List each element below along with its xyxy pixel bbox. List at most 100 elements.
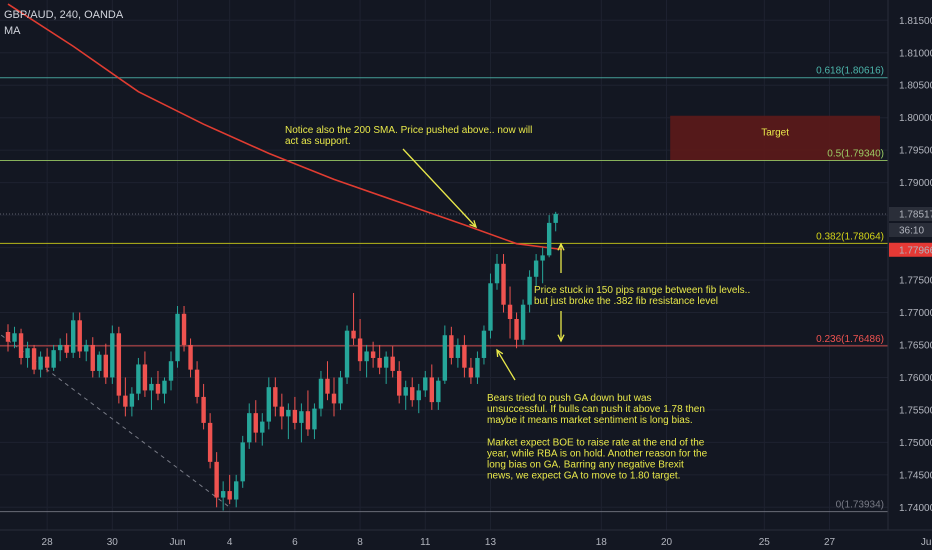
candle-body (429, 377, 434, 403)
candle (410, 377, 415, 407)
arrow-up-to-382 (557, 242, 565, 273)
candle-body (64, 344, 69, 353)
candle (370, 341, 376, 368)
candle (260, 413, 265, 446)
candle-body (416, 390, 421, 401)
candle (71, 312, 76, 358)
candle (51, 344, 56, 371)
candle (129, 387, 135, 417)
candle (253, 400, 258, 443)
y-axis-tick-label: 1.80500 (899, 81, 932, 92)
candle-body (357, 338, 363, 362)
x-axis-tick-label: 11 (420, 537, 431, 548)
candle (162, 377, 167, 404)
x-axis-tick-label: 18 (596, 537, 608, 548)
x-axis-tick-label: 13 (485, 537, 497, 548)
candle (194, 361, 200, 404)
indicator-ma-label[interactable]: MA (4, 25, 21, 37)
fib-level-label: 0(1.73934) (836, 500, 884, 511)
candle (338, 370, 343, 410)
candle (77, 312, 82, 358)
candle-body (481, 330, 487, 358)
y-axis-tick-label: 1.75000 (899, 438, 932, 449)
candle (110, 325, 115, 384)
candle (488, 273, 493, 339)
candle (397, 361, 402, 404)
fib-level-label: 0.5(1.79340) (827, 149, 884, 160)
candle (25, 341, 30, 368)
current-price-tag: 1.77966 (889, 242, 932, 257)
candle-body (227, 491, 232, 500)
candle (31, 344, 37, 375)
candle (403, 380, 408, 410)
candle (188, 338, 193, 378)
candle-body (370, 351, 376, 358)
candle (468, 357, 474, 384)
candle (481, 325, 487, 365)
candle-body (175, 313, 180, 362)
candle-body (436, 380, 441, 403)
arrow-head (557, 242, 565, 251)
candle-body (31, 348, 37, 370)
candle-body (533, 260, 539, 277)
candle-body (455, 344, 461, 358)
arrow-shaft (402, 148, 477, 228)
price-tag-bg (889, 222, 932, 237)
candle (292, 396, 298, 430)
arrow-head (496, 348, 504, 358)
candle-body (71, 320, 76, 353)
candle-body (18, 333, 24, 358)
candle (429, 364, 434, 410)
candle-body (507, 304, 513, 319)
candle (442, 325, 448, 384)
bears-note-line: unsuccessful. If bulls can push it above… (487, 404, 705, 415)
candle-body (520, 304, 526, 340)
candle-body (344, 330, 350, 378)
candle (462, 335, 467, 378)
x-axis-tick-label: Jul (921, 537, 932, 548)
candle-body (338, 377, 343, 404)
candle-body (273, 387, 278, 407)
candle-body (188, 344, 193, 370)
candle (501, 254, 506, 313)
candle-body (103, 354, 108, 378)
x-axis-tick-label: Jun (169, 537, 185, 548)
candle (514, 312, 519, 349)
annotations: Notice also the 200 SMA. Price pushed ab… (285, 125, 750, 482)
candle (18, 328, 24, 365)
candle (234, 474, 239, 508)
candle-body (540, 255, 545, 261)
x-axis-tick-label: 30 (107, 537, 119, 548)
candle-body (514, 318, 519, 340)
price-tag-text: 1.78517 (899, 209, 932, 220)
candle (279, 393, 285, 430)
candle-body (299, 411, 304, 423)
candle (344, 325, 350, 384)
candle-body (129, 393, 135, 407)
y-axis-tick-label: 1.75500 (899, 405, 932, 416)
candle (149, 377, 154, 410)
candle (351, 293, 356, 345)
candle (90, 337, 95, 378)
candle-body (331, 393, 337, 404)
x-axis-tick-label: 27 (824, 537, 836, 548)
candle-body (77, 320, 82, 352)
candle-body (12, 333, 17, 342)
candle-body (488, 283, 493, 331)
candle (123, 377, 128, 417)
x-axis: 28 30 Jun 4 6 8 11 13 18 20 25 27 Jul (0, 529, 932, 550)
candle (266, 377, 271, 430)
y-axis-tick-label: 1.81500 (899, 16, 932, 27)
candle (168, 351, 174, 391)
bears-note-line: year, while RBA is on hold. Another reas… (487, 449, 708, 460)
candle-body (390, 356, 395, 371)
candle-body (51, 350, 56, 368)
candle-body (155, 383, 161, 394)
candle (227, 474, 232, 505)
candle-body (201, 396, 206, 423)
candle (5, 324, 11, 352)
target-zone-box (670, 115, 880, 161)
candle (494, 254, 500, 290)
candle (533, 254, 539, 287)
